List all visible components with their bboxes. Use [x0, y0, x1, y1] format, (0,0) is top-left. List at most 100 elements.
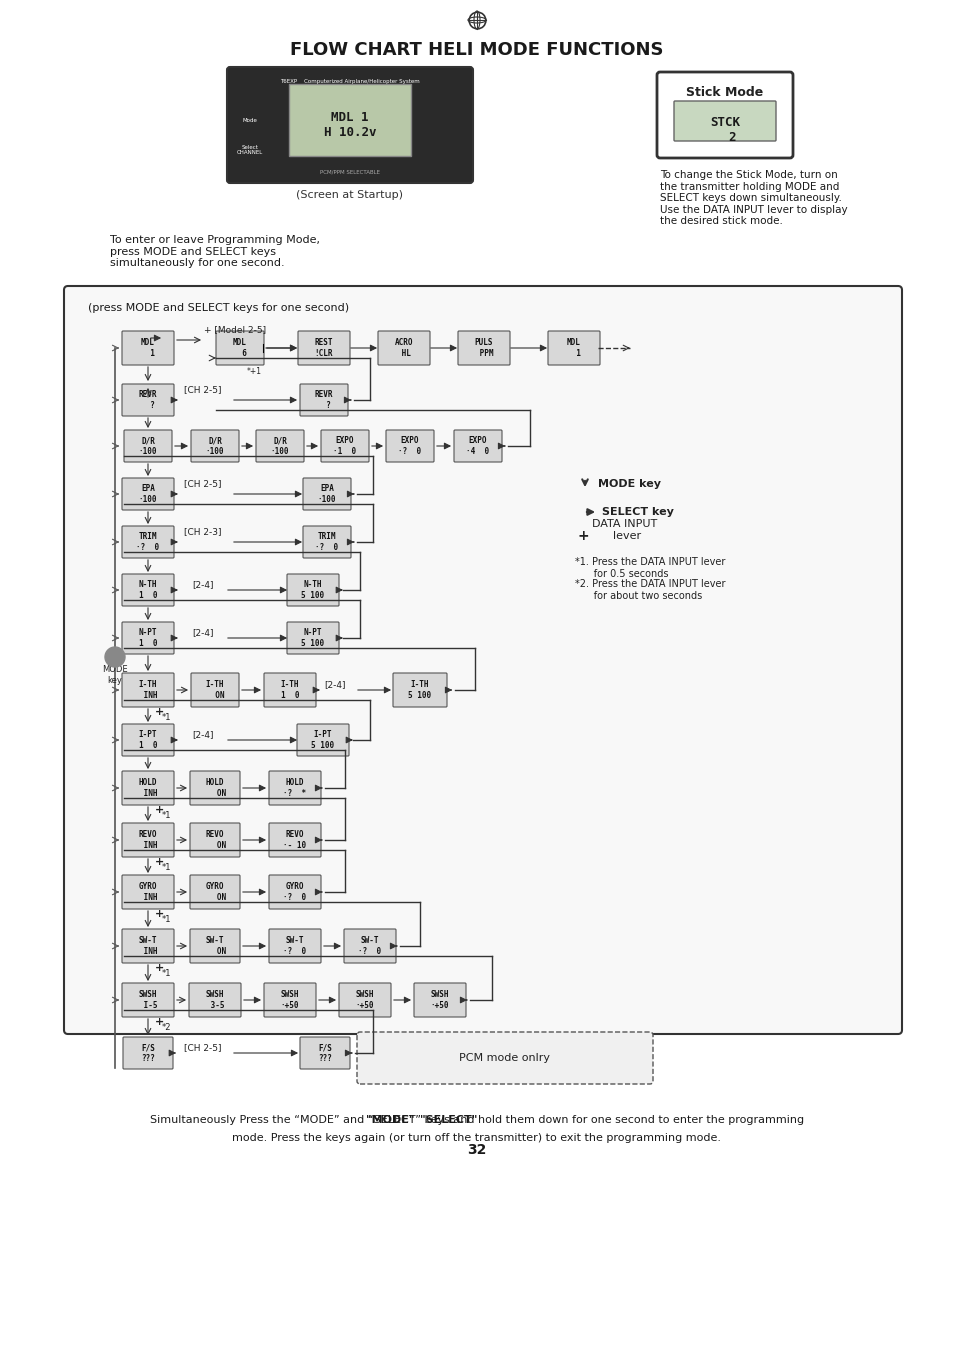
- FancyBboxPatch shape: [657, 72, 792, 158]
- FancyBboxPatch shape: [289, 84, 411, 157]
- Text: MDL
  1: MDL 1: [566, 339, 580, 358]
- Text: MDL
  6: MDL 6: [233, 339, 247, 358]
- Text: *1: *1: [161, 864, 171, 872]
- Text: To enter or leave Programming Mode,
press MODE and SELECT keys
simultaneously fo: To enter or leave Programming Mode, pres…: [110, 235, 319, 269]
- Text: REVO
 INH: REVO INH: [138, 830, 157, 849]
- FancyBboxPatch shape: [190, 875, 240, 909]
- Text: EXPO
·?  0: EXPO ·? 0: [398, 436, 421, 456]
- Text: GYRO
 INH: GYRO INH: [138, 883, 157, 902]
- Text: D/R
·100: D/R ·100: [138, 436, 157, 456]
- Text: SW-T
 INH: SW-T INH: [138, 937, 157, 956]
- Text: SW-T
·?  0: SW-T ·? 0: [283, 937, 306, 956]
- FancyBboxPatch shape: [547, 331, 599, 364]
- Text: To change the Stick Mode, turn on
the transmitter holding MODE and
SELECT keys d: To change the Stick Mode, turn on the tr…: [659, 170, 846, 227]
- Text: I-TH
 INH: I-TH INH: [138, 680, 157, 699]
- Text: SWSH
 3-5: SWSH 3-5: [206, 991, 224, 1010]
- Text: PULS
 PPM: PULS PPM: [475, 339, 493, 358]
- FancyBboxPatch shape: [122, 331, 173, 364]
- Text: N-PT
5 100: N-PT 5 100: [301, 628, 324, 648]
- Text: REVR
  ?: REVR ?: [138, 390, 157, 409]
- Text: ACRO
 HL: ACRO HL: [395, 339, 413, 358]
- Text: +: +: [578, 529, 589, 543]
- Text: HOLD
   ON: HOLD ON: [203, 779, 226, 798]
- FancyBboxPatch shape: [299, 1037, 350, 1069]
- FancyBboxPatch shape: [122, 574, 173, 606]
- Text: +: +: [155, 805, 165, 815]
- Text: REVO
·- 10: REVO ·- 10: [283, 830, 306, 849]
- FancyBboxPatch shape: [454, 431, 501, 462]
- Text: MODE
key: MODE key: [102, 666, 128, 684]
- FancyBboxPatch shape: [393, 674, 447, 707]
- Text: EPA
·100: EPA ·100: [317, 485, 335, 504]
- FancyBboxPatch shape: [122, 875, 173, 909]
- Text: SW-T
·?  0: SW-T ·? 0: [358, 937, 381, 956]
- Text: D/R
·100: D/R ·100: [271, 436, 289, 456]
- Text: *2: *2: [161, 1023, 171, 1033]
- Text: [2-4]: [2-4]: [193, 629, 213, 637]
- FancyBboxPatch shape: [269, 824, 320, 857]
- FancyBboxPatch shape: [303, 478, 351, 510]
- Text: 32: 32: [467, 1143, 486, 1157]
- FancyBboxPatch shape: [264, 674, 315, 707]
- Text: *1: *1: [161, 969, 171, 979]
- Text: SW-T
   ON: SW-T ON: [203, 937, 226, 956]
- FancyBboxPatch shape: [457, 331, 510, 364]
- FancyBboxPatch shape: [377, 331, 430, 364]
- Text: "MODE": "MODE": [365, 1115, 414, 1125]
- Text: PCM mode onlry: PCM mode onlry: [459, 1053, 550, 1062]
- Text: [CH 2-5]: [CH 2-5]: [184, 479, 221, 489]
- Text: REST
!CLR: REST !CLR: [314, 339, 333, 358]
- FancyBboxPatch shape: [122, 478, 173, 510]
- FancyBboxPatch shape: [191, 431, 239, 462]
- Text: HOLD
·?  *: HOLD ·? *: [283, 779, 306, 798]
- Text: *1: *1: [161, 915, 171, 925]
- FancyBboxPatch shape: [297, 331, 350, 364]
- Text: I-TH
  ON: I-TH ON: [206, 680, 224, 699]
- Text: Mode: Mode: [242, 117, 257, 123]
- Text: I-PT
5 100: I-PT 5 100: [311, 730, 335, 749]
- FancyBboxPatch shape: [264, 983, 315, 1017]
- Text: [CH 2-5]: [CH 2-5]: [184, 1044, 221, 1053]
- Text: TRIM
·?  0: TRIM ·? 0: [136, 532, 159, 552]
- Text: SWSH
·+50: SWSH ·+50: [431, 991, 449, 1010]
- Text: (press MODE and SELECT keys for one second): (press MODE and SELECT keys for one seco…: [88, 302, 349, 313]
- Text: STCK
  2: STCK 2: [709, 116, 740, 144]
- FancyBboxPatch shape: [190, 771, 240, 805]
- FancyBboxPatch shape: [414, 983, 465, 1017]
- FancyBboxPatch shape: [122, 824, 173, 857]
- FancyBboxPatch shape: [122, 526, 173, 558]
- Text: I-PT
1  0: I-PT 1 0: [138, 730, 157, 749]
- Text: N-PT
1  0: N-PT 1 0: [138, 628, 157, 648]
- FancyBboxPatch shape: [255, 431, 304, 462]
- FancyBboxPatch shape: [386, 431, 434, 462]
- Text: MODE key: MODE key: [598, 479, 660, 489]
- FancyBboxPatch shape: [190, 824, 240, 857]
- Text: "SELECT": "SELECT": [420, 1115, 477, 1125]
- FancyBboxPatch shape: [227, 68, 473, 184]
- FancyBboxPatch shape: [122, 674, 173, 707]
- Circle shape: [105, 647, 125, 667]
- FancyBboxPatch shape: [122, 771, 173, 805]
- Text: FLOW CHART HELI MODE FUNCTIONS: FLOW CHART HELI MODE FUNCTIONS: [290, 40, 663, 59]
- Text: *1. Press the DATA INPUT lever
      for 0.5 seconds: *1. Press the DATA INPUT lever for 0.5 s…: [575, 558, 724, 579]
- FancyBboxPatch shape: [122, 724, 173, 756]
- Text: EXPO
·1  0: EXPO ·1 0: [334, 436, 356, 456]
- Text: *+1: *+1: [246, 367, 261, 377]
- Text: GYRO
   ON: GYRO ON: [203, 883, 226, 902]
- Text: REVO
   ON: REVO ON: [203, 830, 226, 849]
- Text: REVR
  ?: REVR ?: [314, 390, 333, 409]
- Text: mode. Press the keys again (or turn off the transmitter) to exit the programming: mode. Press the keys again (or turn off …: [233, 1133, 720, 1143]
- Text: +: +: [155, 707, 165, 717]
- Text: +: +: [155, 963, 165, 973]
- Text: N-TH
5 100: N-TH 5 100: [301, 580, 324, 599]
- FancyBboxPatch shape: [356, 1031, 652, 1084]
- FancyBboxPatch shape: [269, 929, 320, 963]
- Text: SWSH
 I-5: SWSH I-5: [138, 991, 157, 1010]
- Text: SWSH
·+50: SWSH ·+50: [280, 991, 299, 1010]
- FancyBboxPatch shape: [287, 574, 338, 606]
- FancyBboxPatch shape: [122, 983, 173, 1017]
- FancyBboxPatch shape: [299, 383, 348, 416]
- Text: [2-4]: [2-4]: [324, 680, 345, 690]
- Text: EPA
·100: EPA ·100: [138, 485, 157, 504]
- FancyBboxPatch shape: [64, 286, 901, 1034]
